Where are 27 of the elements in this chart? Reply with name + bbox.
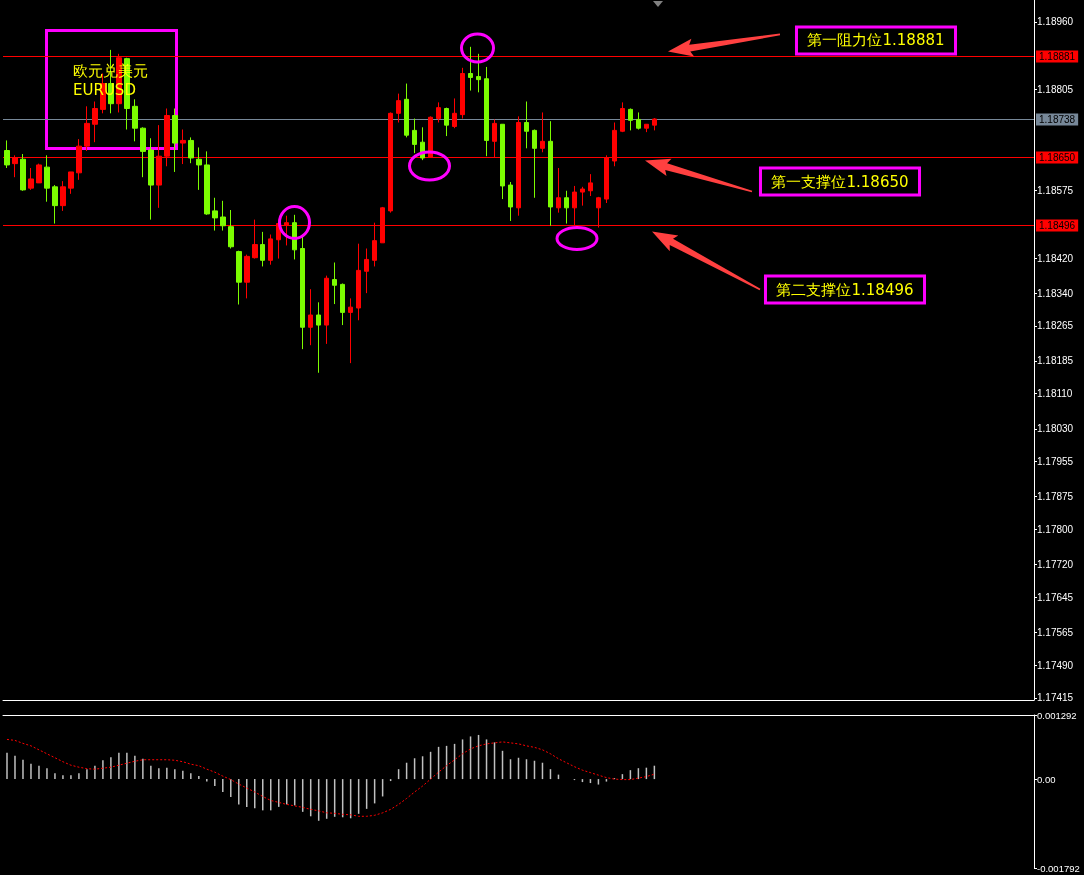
y-tick-label: 1.18575	[1037, 184, 1074, 196]
y-tick-label: -0.001792	[1037, 862, 1080, 874]
ref-line-label: 1.18496	[1039, 220, 1076, 231]
y-tick-label: 1.18110	[1037, 388, 1073, 400]
y-tick-label: 1.18265	[1037, 320, 1074, 332]
y-tick-label: 1.18805	[1037, 84, 1074, 96]
y-tick-label: 1.17955	[1037, 456, 1074, 468]
annotation: 第一阻力位1.18881	[807, 31, 945, 50]
y-tick-label: 1.17800	[1037, 523, 1074, 535]
y-tick-label: 1.17565	[1037, 626, 1074, 638]
ref-line-label: 1.18650	[1039, 152, 1076, 163]
annotation: 第一支撑位1.18650	[771, 172, 909, 191]
y-tick-label: 1.18960	[1037, 16, 1074, 28]
y-tick-label: 1.18340	[1037, 287, 1074, 299]
ref-line-label: 1.18738	[1039, 114, 1076, 125]
y-tick-label: 1.17645	[1037, 591, 1074, 603]
y-tick-label: 1.17875	[1037, 491, 1074, 503]
y-tick-label: 1.18185	[1037, 355, 1074, 367]
y-tick-label: 0.00	[1037, 773, 1056, 785]
y-tick-label: 1.18420	[1037, 252, 1074, 264]
annotation: 第二支撑位1.18496	[776, 280, 914, 299]
y-tick-label: 0.001292	[1037, 709, 1077, 721]
y-tick-label: 1.17490	[1037, 659, 1074, 671]
y-tick-label: 1.17720	[1037, 558, 1074, 570]
y-tick-label: 1.17415	[1037, 692, 1074, 704]
y-tick-label: 1.18030	[1037, 423, 1074, 435]
ref-line-label: 1.18881	[1039, 51, 1076, 62]
